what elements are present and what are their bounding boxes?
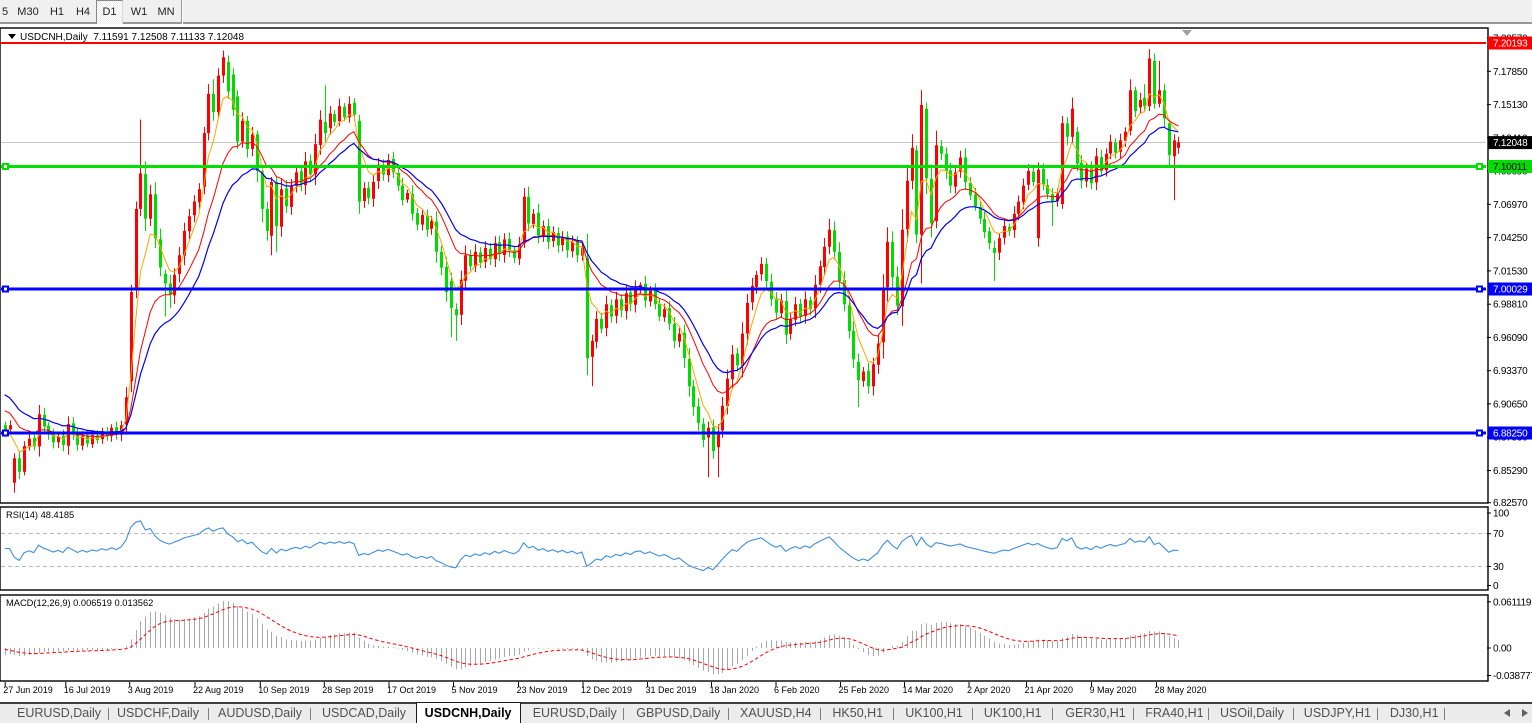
svg-text:3 Aug 2019: 3 Aug 2019 xyxy=(128,685,174,695)
svg-text:25 Feb 2020: 25 Feb 2020 xyxy=(839,685,890,695)
svg-text:28 Sep 2019: 28 Sep 2019 xyxy=(322,685,373,695)
svg-text:6.88250: 6.88250 xyxy=(1493,429,1528,440)
svg-text:14 Mar 2020: 14 Mar 2020 xyxy=(903,685,954,695)
svg-text:17 Oct 2019: 17 Oct 2019 xyxy=(387,685,436,695)
svg-text:7.06970: 7.06970 xyxy=(1493,200,1528,211)
svg-text:10 Sep 2019: 10 Sep 2019 xyxy=(258,685,309,695)
svg-text:6.90650: 6.90650 xyxy=(1493,399,1528,410)
svg-text:7.15130: 7.15130 xyxy=(1493,100,1528,111)
svg-text:2 Apr 2020: 2 Apr 2020 xyxy=(967,685,1011,695)
svg-text:6.85290: 6.85290 xyxy=(1493,466,1528,477)
svg-text:30: 30 xyxy=(1493,562,1504,573)
svg-text:9 May 2020: 9 May 2020 xyxy=(1090,685,1137,695)
svg-text:7.01530: 7.01530 xyxy=(1493,266,1528,277)
svg-text:6.96090: 6.96090 xyxy=(1493,333,1528,344)
svg-text:5 Nov 2019: 5 Nov 2019 xyxy=(452,685,498,695)
svg-text:0.061119: 0.061119 xyxy=(1493,597,1532,608)
svg-text:12 Dec 2019: 12 Dec 2019 xyxy=(581,685,632,695)
svg-text:70: 70 xyxy=(1493,529,1504,540)
svg-text:31 Dec 2019: 31 Dec 2019 xyxy=(646,685,697,695)
svg-text:0.00: 0.00 xyxy=(1493,644,1512,655)
svg-text:-0.038777: -0.038777 xyxy=(1493,671,1532,682)
svg-text:28 May 2020: 28 May 2020 xyxy=(1155,685,1207,695)
svg-text:16 Jul 2019: 16 Jul 2019 xyxy=(64,685,111,695)
svg-text:6 Feb 2020: 6 Feb 2020 xyxy=(774,685,820,695)
svg-text:7.10011: 7.10011 xyxy=(1493,162,1527,173)
svg-text:7.12048: 7.12048 xyxy=(1493,138,1528,149)
svg-text:22 Aug 2019: 22 Aug 2019 xyxy=(193,685,244,695)
svg-text:21 Apr 2020: 21 Apr 2020 xyxy=(1025,685,1074,695)
svg-text:6.93370: 6.93370 xyxy=(1493,366,1528,377)
svg-text:MACD(12,26,9) 0.006519 0.01356: MACD(12,26,9) 0.006519 0.013562 xyxy=(6,598,153,608)
svg-text:23 Nov 2019: 23 Nov 2019 xyxy=(517,685,568,695)
svg-text:7.00029: 7.00029 xyxy=(1493,285,1528,296)
svg-text:6.82570: 6.82570 xyxy=(1493,498,1528,509)
svg-text:100: 100 xyxy=(1493,509,1510,520)
svg-text:USDCNH,Daily 7.11591 7.12508: USDCNH,Daily 7.11591 7.12508 7.11133 7.1… xyxy=(20,32,244,43)
svg-text:6.98810: 6.98810 xyxy=(1493,300,1528,311)
svg-text:7.17850: 7.17850 xyxy=(1493,67,1528,78)
svg-text:RSI(14) 48.4185: RSI(14) 48.4185 xyxy=(6,510,74,520)
svg-text:0: 0 xyxy=(1493,581,1499,592)
svg-text:27 Jun 2019: 27 Jun 2019 xyxy=(3,685,53,695)
svg-text:7.20193: 7.20193 xyxy=(1493,39,1528,50)
svg-text:7.04250: 7.04250 xyxy=(1493,233,1528,244)
svg-text:18 Jan 2020: 18 Jan 2020 xyxy=(710,685,760,695)
